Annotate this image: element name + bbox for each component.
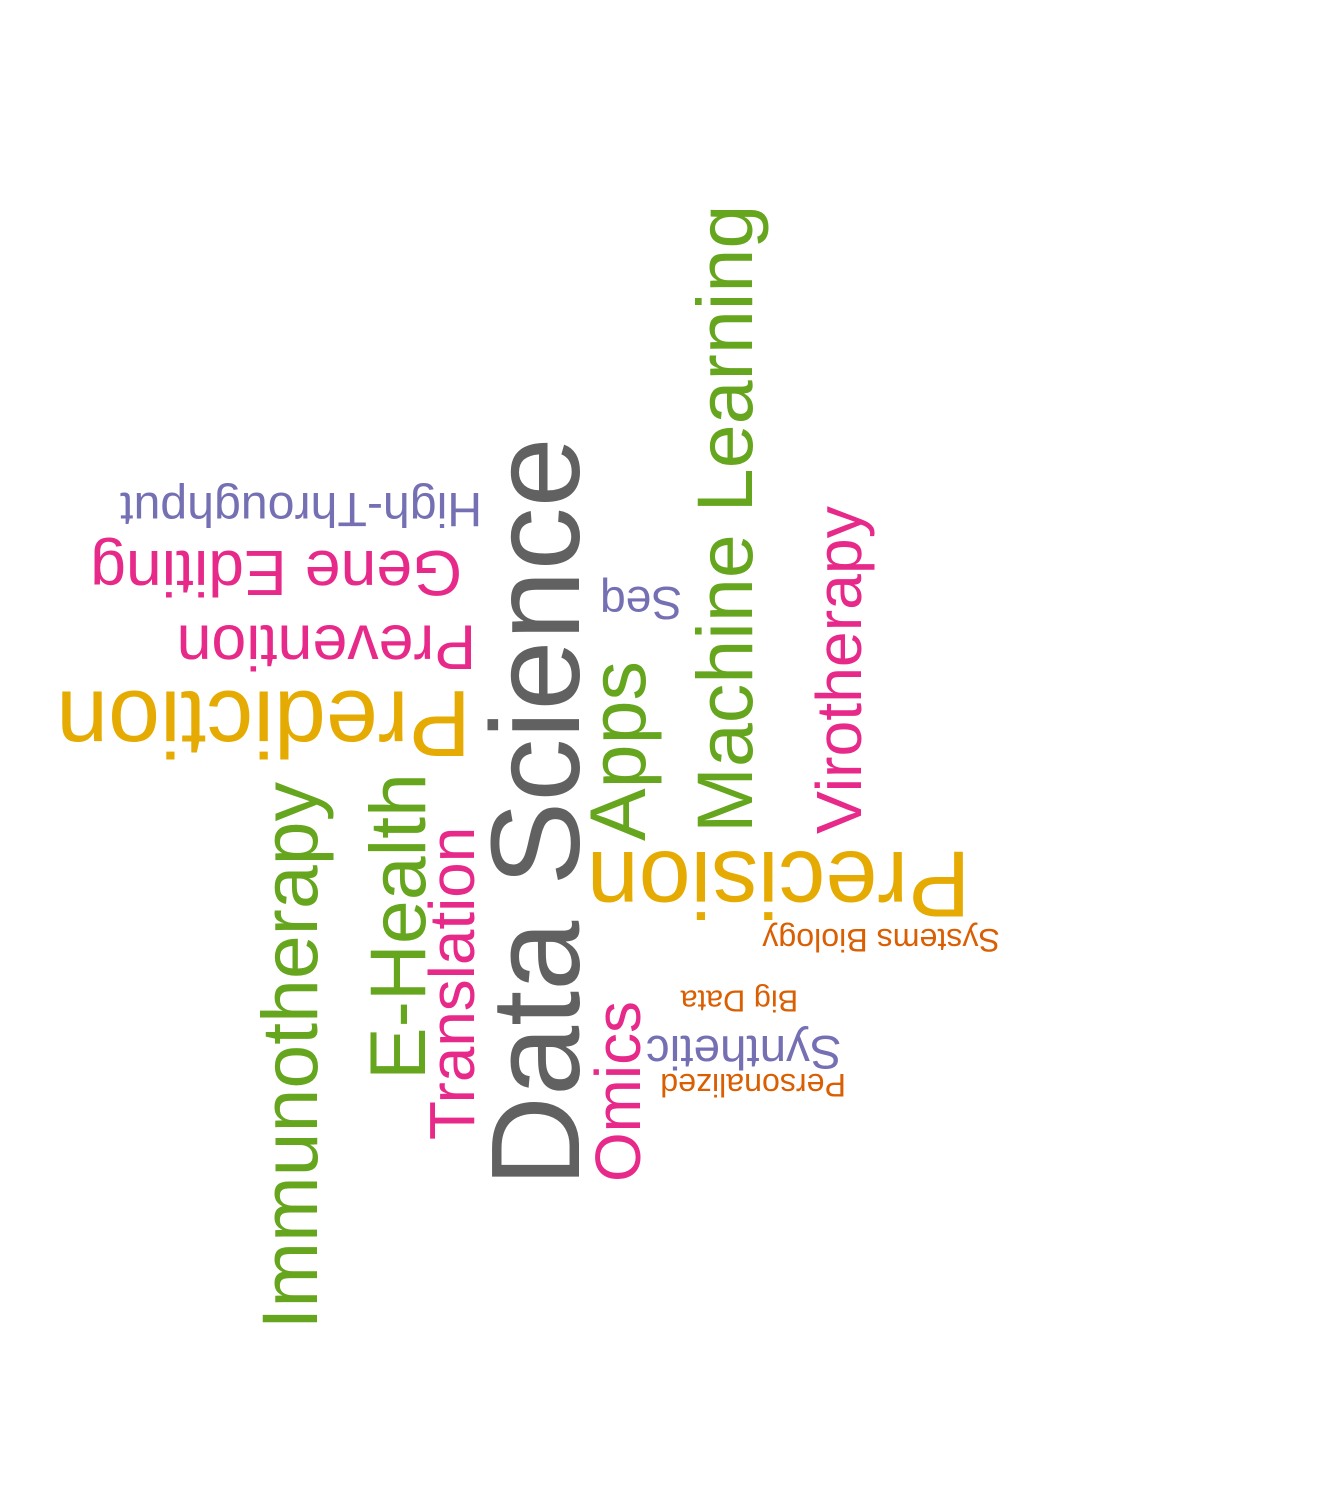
- word-big-data: Big Data: [680, 983, 798, 1019]
- word-immunotherapy: Immunotherapy: [245, 782, 334, 1330]
- word-cloud: Data Science Immunotherapy E-Health Tran…: [0, 141, 1204, 1485]
- word-machine-learning: Machine Learning: [679, 204, 769, 833]
- word-virotherapy: Virotherapy: [803, 506, 875, 834]
- word-omics: Omics: [582, 1001, 654, 1182]
- word-precision: Precision: [586, 831, 971, 936]
- word-personalized: Personalized: [660, 1067, 846, 1104]
- word-high-throughput: High-Throughput: [120, 482, 483, 537]
- word-systems-biology: Systems Biology: [762, 922, 1000, 959]
- word-translation: Translation: [415, 826, 488, 1140]
- word-apps: Apps: [573, 661, 662, 841]
- word-prevention: Prevention: [176, 612, 476, 683]
- word-seq: Seq: [599, 576, 683, 629]
- word-gene-editing: Gene Editing: [90, 537, 463, 610]
- word-prediction: Prediction: [56, 671, 472, 776]
